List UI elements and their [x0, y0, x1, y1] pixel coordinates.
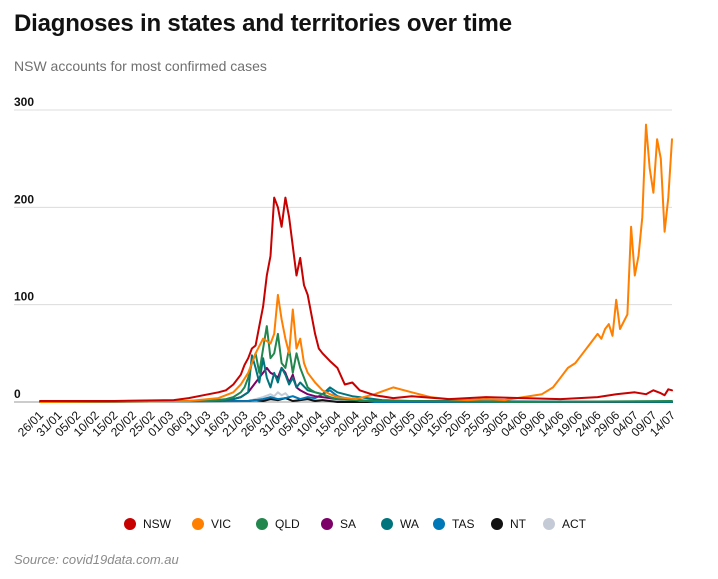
legend-swatch-act — [543, 518, 555, 530]
legend-swatch-qld — [256, 518, 268, 530]
y-tick-label: 100 — [14, 290, 34, 304]
y-tick-label: 300 — [14, 95, 34, 109]
legend-label-nt: NT — [510, 517, 527, 531]
legend-label-act: ACT — [562, 517, 587, 531]
chart-title: Diagnoses in states and territories over… — [14, 10, 512, 37]
series-line-qld — [39, 325, 673, 403]
legend-label-tas: TAS — [452, 517, 474, 531]
legend-swatch-nt — [491, 518, 503, 530]
legend-label-vic: VIC — [211, 517, 231, 531]
series-line-wa — [39, 354, 673, 403]
legend-label-qld: QLD — [275, 517, 300, 531]
legend-label-nsw: NSW — [143, 517, 172, 531]
legend-swatch-wa — [381, 518, 393, 530]
legend-swatch-sa — [321, 518, 333, 530]
legend-label-sa: SA — [340, 517, 356, 531]
legend-swatch-vic — [192, 518, 204, 530]
series-lines — [39, 123, 673, 403]
x-axis-ticks: 26/0131/0105/0210/0215/0220/0225/0201/03… — [15, 408, 678, 439]
legend: NSW VIC QLD SA WA TAS NT ACT — [124, 517, 587, 531]
series-line-vic — [39, 123, 673, 403]
source-note: Source: covid19data.com.au — [14, 552, 179, 567]
y-tick-label: 200 — [14, 192, 34, 206]
series-line-nsw — [39, 196, 673, 402]
legend-swatch-nsw — [124, 518, 136, 530]
gridlines — [14, 109, 672, 403]
legend-label-wa: WA — [400, 517, 419, 531]
legend-swatch-tas — [433, 518, 445, 530]
y-tick-label: 0 — [14, 387, 21, 401]
y-axis-ticks: 0 100 200 300 — [14, 95, 34, 401]
chart-subtitle: NSW accounts for most confirmed cases — [14, 58, 267, 74]
